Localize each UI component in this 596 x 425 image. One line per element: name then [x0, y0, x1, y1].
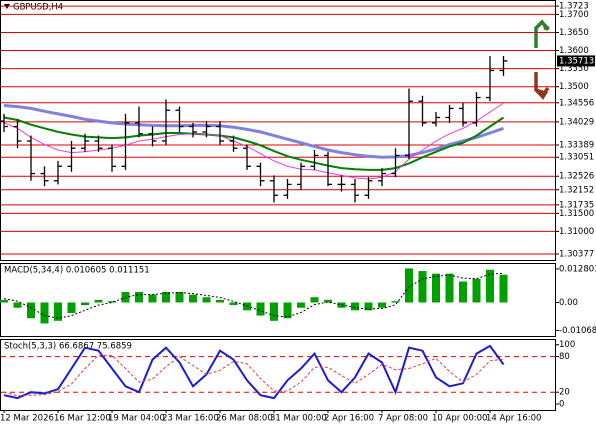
y-tick-label: 1.32526 — [559, 172, 594, 182]
stoch-line — [3, 344, 505, 400]
macd-bar — [13, 302, 22, 308]
macd-bar — [108, 301, 116, 303]
y-tick-label: 0 — [559, 400, 564, 410]
y-tick-label: 80 — [559, 352, 570, 362]
y-tick-label: 100 — [559, 340, 575, 350]
x-tick-label: 7 Apr 08:00 — [378, 414, 428, 424]
y-tick-label: 1.31735 — [559, 200, 594, 210]
macd-bar — [67, 302, 76, 313]
up-arrow-head — [542, 20, 550, 30]
macd-bar — [445, 273, 454, 303]
macd-bar — [418, 271, 427, 303]
signal-line — [3, 272, 504, 319]
macd-bar — [499, 274, 508, 303]
macd-bar — [270, 302, 278, 321]
macd-bar — [202, 297, 211, 303]
x-tick-label: 2 Apr 16:00 — [324, 414, 374, 424]
y-tick-label: 1.33389 — [559, 141, 594, 151]
macd-bar — [94, 299, 103, 303]
y-tick-label: 0.012801 — [559, 264, 596, 274]
macd-bar — [391, 301, 400, 303]
x-tick-label: 16 Mar 12:00 — [54, 414, 111, 424]
macd-bar — [405, 268, 413, 303]
macd-bar — [256, 302, 265, 316]
stoch-title: Stoch(5,3,3) 66.6867 75.6859 — [4, 342, 132, 352]
macd-bar — [162, 292, 170, 303]
macd-bar — [229, 302, 238, 306]
y-tick-label: 1.30377 — [559, 249, 594, 259]
macd-bar — [324, 299, 332, 303]
y-tick-label: 1.3550 — [559, 64, 589, 74]
chart-title: GBPUSD,H4 — [13, 3, 63, 13]
macd-bar — [472, 278, 481, 303]
x-tick-label: 26 Mar 08:00 — [216, 414, 273, 424]
moving-average — [3, 104, 504, 159]
y-tick-label: 1.3500 — [559, 82, 589, 92]
x-tick-label: 19 Mar 04:00 — [108, 414, 165, 424]
y-tick-label: 1.33051 — [559, 153, 594, 163]
y-tick-label: 1.31000 — [559, 227, 594, 237]
y-tick-label: -0.010689 — [559, 326, 596, 336]
y-tick-label: 1.34029 — [559, 117, 594, 127]
last-price-label: 1.35713 — [559, 56, 594, 66]
macd-bar — [27, 302, 35, 319]
macd-bar — [297, 302, 305, 308]
x-tick-label: 10 Apr 00:00 — [432, 414, 487, 424]
macd-bar — [351, 302, 359, 311]
macd-bar — [378, 302, 386, 308]
macd-bar — [432, 273, 440, 303]
macd-bar — [148, 294, 157, 303]
y-tick-label: 20 — [559, 388, 570, 398]
x-tick-label: 31 Mar 00:00 — [270, 414, 327, 424]
y-tick-label: 1.31500 — [559, 209, 594, 219]
y-tick-label: 1.32152 — [559, 185, 594, 195]
moving-average — [3, 116, 505, 171]
x-tick-label: 23 Mar 16:00 — [162, 414, 219, 424]
y-tick-label: 1.34556 — [559, 98, 594, 108]
y-tick-label: 1.3700 — [559, 10, 589, 20]
macd-bar — [81, 302, 89, 306]
stoch-line — [3, 354, 504, 397]
x-tick-label: 12 Mar 2026 — [0, 414, 54, 424]
y-tick-label: 1.3723 — [559, 2, 589, 12]
macd-bar — [54, 302, 62, 321]
main-panel — [0, 0, 556, 261]
macd-bar — [283, 302, 292, 319]
macd-bar — [459, 281, 467, 303]
macd-bar — [40, 302, 49, 324]
macd-bar — [486, 269, 494, 303]
macd-bar — [216, 299, 224, 303]
macd-bar — [364, 302, 373, 311]
macd-bar — [189, 294, 197, 303]
macd-title: MACD(5,34,4) 0.010605 0.011151 — [4, 266, 150, 276]
moving-average — [3, 102, 504, 180]
y-tick-label: 0.00 — [559, 298, 578, 308]
y-tick-label: 1.3650 — [559, 28, 589, 38]
macd-bar — [135, 292, 143, 303]
macd-bar — [175, 292, 184, 303]
stoch-panel — [0, 339, 556, 411]
macd-bar — [310, 297, 319, 303]
macd-bar — [0, 299, 8, 303]
down-arrow-head — [535, 88, 548, 100]
last-price-box — [557, 55, 595, 67]
x-tick-label: 14 Apr 16:00 — [486, 414, 541, 424]
y-tick-label: 1.3600 — [559, 46, 589, 56]
